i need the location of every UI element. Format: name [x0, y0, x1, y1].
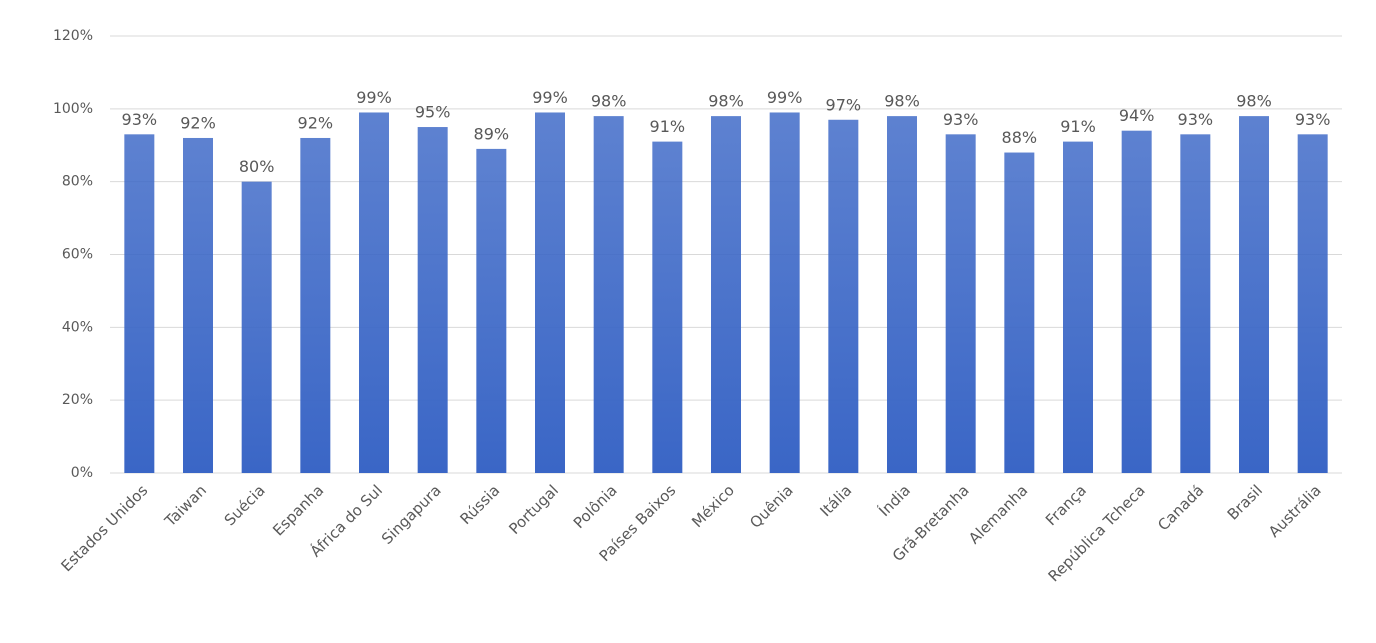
data-label: 99% [356, 88, 392, 107]
data-label: 91% [1060, 117, 1096, 136]
bar [828, 119, 859, 473]
data-label: 89% [474, 124, 510, 143]
data-label: 99% [532, 88, 568, 107]
x-tick-label: Quênia [746, 481, 797, 532]
bar [593, 116, 624, 473]
x-tick-label: Alemanha [965, 481, 1031, 547]
data-label: 93% [1295, 110, 1331, 129]
x-tick-label: Itália [816, 481, 855, 520]
bar [417, 127, 448, 474]
data-label: 92% [298, 113, 334, 132]
bar [300, 137, 331, 473]
x-tick-label: Rússia [456, 481, 503, 528]
data-label: 97% [826, 95, 862, 114]
x-tick-label: Singapura [378, 481, 445, 548]
y-tick-label: 80% [62, 174, 93, 190]
data-label: 98% [884, 92, 920, 111]
bar [945, 134, 976, 473]
x-tick-label: México [688, 481, 738, 531]
x-tick-label: Austrália [1265, 481, 1325, 541]
y-tick-label: 60% [62, 247, 93, 263]
bar [1004, 152, 1035, 474]
bar [1297, 134, 1328, 473]
bar [711, 116, 741, 473]
x-tick-label: Brasil [1224, 481, 1266, 523]
x-tick-label: Portugal [505, 481, 562, 538]
x-tick-label: República Tcheca [1045, 481, 1149, 585]
x-tick-label: França [1042, 481, 1090, 529]
bar [769, 112, 800, 473]
data-label: 98% [708, 92, 744, 111]
bar [359, 112, 389, 473]
y-tick-label: 100% [53, 101, 93, 117]
x-tick-label: Canadá [1154, 481, 1207, 534]
bar [476, 148, 507, 473]
data-label: 93% [122, 110, 158, 129]
x-tick-label: Polônia [570, 481, 621, 532]
bar [652, 141, 683, 473]
bar [124, 134, 155, 473]
data-label: 99% [767, 88, 803, 107]
y-tick-label: 0% [71, 465, 93, 481]
x-tick-label: Suécia [221, 481, 269, 529]
bar [1121, 130, 1152, 473]
data-label: 93% [943, 110, 979, 129]
bar [241, 181, 272, 473]
y-tick-label: 120% [53, 28, 93, 44]
data-label: 91% [650, 117, 686, 136]
data-label: 98% [591, 92, 627, 111]
bar [887, 116, 917, 473]
data-label: 92% [180, 113, 216, 132]
data-label: 80% [239, 157, 275, 176]
y-tick-label: 20% [62, 392, 93, 408]
data-label: 94% [1119, 106, 1155, 125]
data-label: 88% [1002, 128, 1038, 147]
x-tick-label: Espanha [269, 481, 327, 539]
data-label: 93% [1178, 110, 1214, 129]
bar [1063, 141, 1093, 473]
bar [183, 137, 213, 473]
bar [1239, 116, 1269, 473]
x-tick-label: Taiwan [161, 481, 211, 531]
bar [535, 112, 565, 473]
y-tick-label: 40% [62, 319, 93, 335]
bar [1180, 134, 1211, 473]
data-label: 98% [1236, 92, 1272, 111]
x-tick-label: Índia [875, 481, 914, 520]
data-label: 95% [415, 103, 451, 122]
x-tick-label: Estados Unidos [57, 481, 151, 575]
